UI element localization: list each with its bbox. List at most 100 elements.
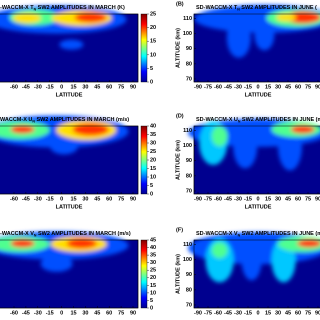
contour-region [290, 125, 315, 134]
y-tick-label: 100 [183, 257, 192, 263]
contour-region [10, 125, 35, 134]
x-tick-label: -15 [46, 84, 54, 90]
contour-region [66, 238, 97, 249]
colorbar-tick-label: 30 [150, 260, 156, 266]
x-tick-label: -45 [224, 310, 232, 316]
x-tick-label: -45 [22, 196, 30, 202]
x-axis-label: LATITUDE [56, 92, 83, 98]
title-part: SW2 AMPLITUDES IN MARCH (m/s) [36, 231, 130, 237]
x-axis-label: LATITUDE [56, 204, 83, 210]
x-tick-label: 0 [60, 84, 63, 90]
y-tick-label: 80 [186, 287, 192, 293]
x-tick-label: -60 [214, 310, 222, 316]
x-tick-label: 45 [94, 196, 100, 202]
title-subscript: N [237, 7, 240, 11]
colorbar-tick-label: 10 [150, 290, 156, 296]
title-subscript: N [238, 119, 241, 123]
colorbar-tick-label: 30 [150, 140, 156, 146]
x-tick-label: 15 [265, 84, 271, 90]
x-tick-label: 45 [285, 84, 291, 90]
x-tick-label: -45 [224, 196, 232, 202]
x-tick-label: 90 [130, 196, 136, 202]
colorbar-tick-label: 25 [150, 268, 156, 274]
title-subscript: N [238, 233, 241, 237]
colorbar [140, 13, 148, 83]
x-tick-label: -60 [10, 84, 18, 90]
title-subscript: N [34, 233, 37, 237]
contour-region [13, 13, 41, 24]
x-tick-label: -30 [234, 310, 242, 316]
contour-region [276, 13, 297, 22]
x-axis-label: LATITUDE [245, 92, 272, 98]
title-part: SW2 AMPLITUDES IN JUNE ( [240, 5, 317, 11]
x-tick-label: 0 [256, 196, 259, 202]
colorbar-tick-label: 5 [150, 183, 153, 189]
y-tick-label: 90 [186, 272, 192, 278]
x-tick-label: -60 [10, 196, 18, 202]
y-tick-label: 110 [183, 16, 192, 22]
x-tick-label: 75 [305, 196, 311, 202]
x-tick-label: 45 [285, 196, 291, 202]
x-tick-label: 60 [295, 310, 301, 316]
y-axis-label: ALTITUDE (km) [175, 28, 181, 68]
x-tick-label: -45 [224, 84, 232, 90]
colorbar-tick-label: 15 [150, 166, 156, 172]
title-part: SD-WACCM-X T [196, 5, 238, 11]
colorbar-tick-label: 35 [150, 253, 156, 259]
y-tick-label: 90 [186, 46, 192, 52]
panel-title: -WACCM-X TN SW2 AMPLITUDES IN MARCH (K) [0, 5, 125, 11]
y-tick-label: 70 [186, 76, 192, 82]
colorbar-tick-label: 25 [150, 11, 156, 17]
x-tick-label: -30 [34, 310, 42, 316]
x-tick-label: -45 [22, 310, 30, 316]
x-axis-label: LATITUDE [245, 204, 272, 210]
x-tick-label: 60 [295, 196, 301, 202]
colorbar-tick-label: 10 [150, 52, 156, 58]
title-part: SW2 AMPLITUDES IN MARCH (m/s) [35, 117, 129, 123]
x-tick-label: -15 [46, 196, 54, 202]
x-tick-label: 0 [60, 310, 63, 316]
title-part: SW2 AMPLITUDES IN JUNE (m/s) [240, 231, 320, 237]
colorbar-tick-label: 25 [150, 149, 156, 155]
y-tick-label: 100 [183, 143, 192, 149]
x-tick-label: -60 [10, 310, 18, 316]
contour-region [241, 240, 262, 281]
colorbar-tick-label: 5 [150, 298, 153, 304]
y-tick-label: 80 [186, 61, 192, 67]
x-tick-label: -90 [194, 84, 202, 90]
x-tick-label: 0 [60, 196, 63, 202]
y-tick-label: 110 [183, 128, 192, 134]
panel-label: (D) [176, 113, 184, 119]
colorbar-tick-label: 45 [150, 237, 156, 243]
x-tick-label: -30 [234, 84, 242, 90]
x-tick-label: -75 [204, 196, 212, 202]
colorbar-tick-label: 0 [150, 305, 153, 311]
colorbar-tick-label: 0 [150, 79, 153, 85]
x-tick-label: -75 [204, 310, 212, 316]
contour-region [297, 239, 320, 248]
x-tick-label: 45 [285, 310, 291, 316]
x-tick-label: 75 [118, 196, 124, 202]
colorbar-tick-label: 15 [150, 39, 156, 45]
y-tick-label: 90 [186, 158, 192, 164]
x-tick-label: 60 [106, 196, 112, 202]
panel-title: SD-WACCM-X TN SW2 AMPLITUDES IN JUNE ( [196, 5, 317, 11]
colorbar-tick-label: 0 [150, 191, 153, 197]
x-tick-label: 45 [94, 84, 100, 90]
colorbar-tick-label: 5 [150, 66, 153, 72]
contour-region [211, 242, 228, 259]
y-tick-label: 80 [186, 173, 192, 179]
x-tick-label: 15 [265, 196, 271, 202]
contour-region [233, 124, 258, 169]
title-part: WACCM-X U [0, 117, 32, 123]
title-subscript: N [34, 7, 37, 11]
x-tick-label: 90 [315, 196, 320, 202]
colorbar-tick-label: 20 [150, 275, 156, 281]
x-tick-label: -45 [22, 84, 30, 90]
x-tick-label: 75 [305, 310, 311, 316]
y-axis-label: ALTITUDE (km) [175, 254, 181, 294]
contour-region [50, 138, 78, 155]
x-tick-label: -90 [194, 310, 202, 316]
colorbar-tick-label: 20 [150, 25, 156, 31]
